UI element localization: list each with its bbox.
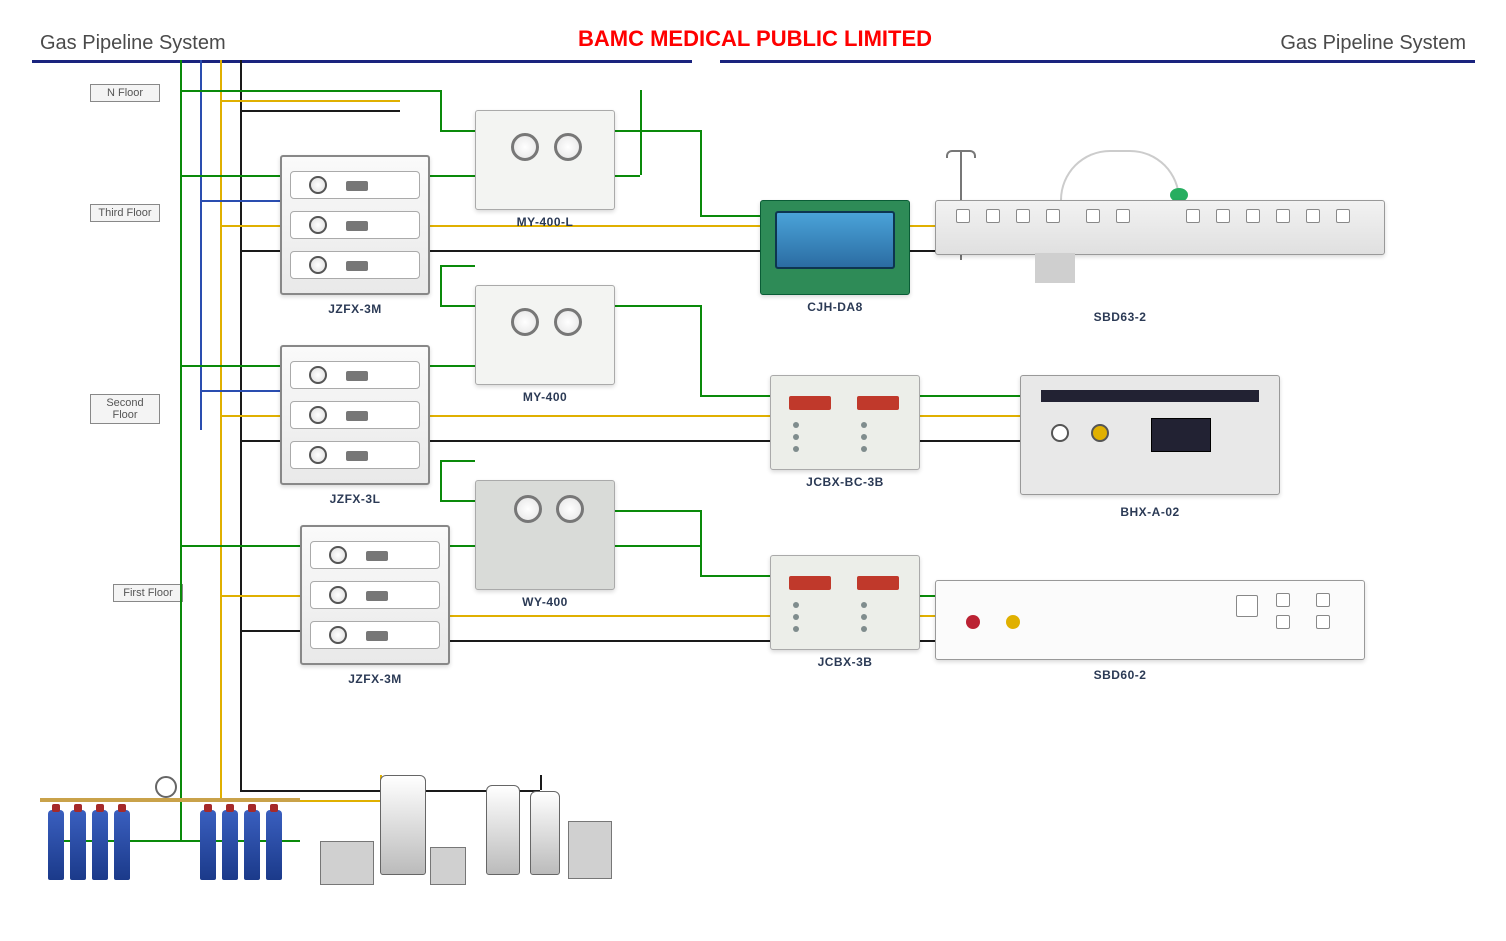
pipe-segment <box>240 110 400 112</box>
pipe-segment <box>440 265 475 267</box>
floor-n: N Floor <box>90 84 160 102</box>
pipe-segment <box>220 415 280 417</box>
pipe-segment <box>920 595 935 597</box>
pipe-segment <box>220 100 400 102</box>
header-center: BAMC MEDICAL PUBLIC LIMITED <box>475 26 1035 52</box>
rule-right <box>720 60 1475 63</box>
label-my-400: MY-400 <box>475 390 615 404</box>
label-bhx-a-02: BHX-A-02 <box>1020 505 1280 519</box>
pipe-segment <box>700 395 770 397</box>
label-jzfx-3l: JZFX-3L <box>280 492 430 506</box>
pipe-segment <box>180 90 440 92</box>
pipe-segment <box>440 90 442 130</box>
pipe-segment <box>640 90 642 175</box>
vacuum-unit <box>480 775 620 895</box>
pipe-segment <box>180 770 182 840</box>
pipe-segment <box>430 365 475 367</box>
alarm-my-400-l <box>475 110 615 210</box>
pipe-segment <box>700 510 702 575</box>
compressor-unit <box>320 775 470 895</box>
pipe-segment <box>920 415 1020 417</box>
alarm-jcbx-bc-3b <box>770 375 920 470</box>
pipe-segment <box>220 595 300 597</box>
pipe-segment <box>440 460 442 500</box>
label-jcbx-3b: JCBX-3B <box>770 655 920 669</box>
pipe-segment <box>240 630 300 632</box>
valvebox-jzfx-3m-bot <box>300 525 450 665</box>
pipe-segment <box>180 545 300 547</box>
pipe-segment <box>200 390 280 392</box>
pipe-segment <box>240 250 280 252</box>
panel-bhx-a-02 <box>1020 375 1280 495</box>
pipe-segment <box>700 575 770 577</box>
pipe-segment <box>440 460 475 462</box>
manifold-bar <box>40 798 300 802</box>
lamp-arm <box>1060 150 1180 200</box>
pipe-segment <box>220 770 222 800</box>
label-cjh-da8: CJH-DA8 <box>760 300 910 314</box>
sbd63-underbar <box>935 255 1385 280</box>
alarm-my-400 <box>475 285 615 385</box>
pipe-segment <box>180 60 182 770</box>
pipe-segment <box>920 395 1020 397</box>
pipe-segment <box>615 305 700 307</box>
manifold-panel <box>155 776 177 798</box>
label-wy-400: WY-400 <box>475 595 615 609</box>
pipe-segment <box>615 510 700 512</box>
header-right: Gas Pipeline System <box>1280 32 1466 55</box>
pipe-segment <box>180 365 280 367</box>
alarm-jcbx-3b <box>770 555 920 650</box>
pipe-segment <box>440 500 475 502</box>
pipe-segment <box>700 305 702 395</box>
pipe-segment <box>430 415 770 417</box>
pipe-segment <box>200 200 280 202</box>
floor-first: First Floor <box>113 584 183 602</box>
pipe-segment <box>220 225 280 227</box>
pipe-segment <box>240 440 280 442</box>
floor-third: Third Floor <box>90 204 160 222</box>
valvebox-jzfx-3l <box>280 345 430 485</box>
header-left: Gas Pipeline System <box>40 32 226 55</box>
label-sbd60-2: SBD60-2 <box>1020 668 1220 682</box>
pipe-segment <box>700 130 702 215</box>
rule-left <box>32 60 692 63</box>
label-sbd63-2: SBD63-2 <box>1020 310 1220 324</box>
touchscreen-cjh-da8 <box>760 200 910 295</box>
label-jzfx-3m-bot: JZFX-3M <box>300 672 450 686</box>
label-my-400-l: MY-400-L <box>475 215 615 229</box>
pipe-segment <box>440 305 475 307</box>
label-jzfx-3m-top: JZFX-3M <box>280 302 430 316</box>
bedhead-sbd60-2 <box>935 580 1365 660</box>
pipe-segment <box>200 60 202 430</box>
floor-second: Second Floor <box>90 394 160 424</box>
pipe-segment <box>615 130 700 132</box>
bedhead-sbd63-2 <box>935 200 1385 255</box>
pipe-segment <box>440 265 442 305</box>
pipe-segment <box>430 440 1020 442</box>
iv-hook <box>946 150 976 158</box>
alarm-wy-400 <box>475 480 615 590</box>
pipe-segment <box>240 770 242 790</box>
pipe-segment <box>180 175 280 177</box>
valvebox-jzfx-3m-top <box>280 155 430 295</box>
pipe-segment <box>440 130 475 132</box>
label-jcbx-bc-3b: JCBX-BC-3B <box>770 475 920 489</box>
pipe-segment <box>700 215 760 217</box>
